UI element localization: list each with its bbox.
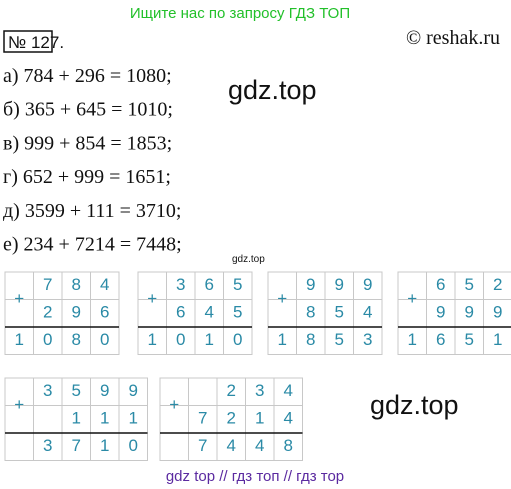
digit: 7 [72,436,81,455]
plus-sign: + [14,289,24,308]
digit: 9 [72,303,81,322]
watermark: gdz.top [228,75,317,105]
digit: 4 [227,436,236,455]
digit: 8 [72,330,81,349]
digit: 2 [227,381,236,400]
digit: 1 [148,330,157,349]
digit: 0 [43,330,52,349]
equation: д) 3599 + 111 = 3710; [3,200,181,222]
digit: 5 [465,330,474,349]
digit: 3 [255,381,264,400]
digit: 3 [176,275,185,294]
digit: 5 [335,330,344,349]
grid-cell [33,405,63,434]
grid-cell [4,432,34,461]
digit: 4 [363,303,372,322]
digit: 1 [493,330,502,349]
digit: 6 [176,303,185,322]
search-hint: Ищите нас по запросу ГДЗ ТОП [130,5,350,22]
digit: 5 [72,381,81,400]
digit: 1 [72,409,81,428]
task-number: № 127. [8,33,64,52]
digit: 7 [198,409,207,428]
watermark: gdz.top [232,254,265,265]
digit: 5 [335,303,344,322]
digit: 8 [284,436,293,455]
digit: 0 [100,330,109,349]
digit: 1 [100,409,109,428]
digit: 9 [436,303,445,322]
digit: 1 [129,409,138,428]
plus-sign: + [169,395,179,414]
digit: 1 [408,330,417,349]
digit: 1 [255,409,264,428]
digit: 4 [205,303,214,322]
digit: 4 [284,409,293,428]
digit: 8 [306,303,315,322]
equation: е) 234 + 7214 = 7448; [3,234,182,256]
digit: 1 [15,330,24,349]
digit: 8 [72,275,81,294]
digit: 0 [233,330,242,349]
digit: 9 [335,275,344,294]
digit: 6 [436,330,445,349]
equation: б) 365 + 645 = 1010; [3,99,173,121]
digit: 8 [306,330,315,349]
digit: 1 [278,330,287,349]
digit: 0 [176,330,185,349]
digit: 7 [43,275,52,294]
digit: 3 [43,436,52,455]
digit: 9 [100,381,109,400]
plus-sign: + [147,289,157,308]
digit: 1 [205,330,214,349]
digit: 9 [363,275,372,294]
digit: 3 [363,330,372,349]
digit: 2 [493,275,502,294]
digit: 9 [129,381,138,400]
digit: 1 [100,436,109,455]
digit: 5 [233,303,242,322]
digit: 9 [493,303,502,322]
digit: 6 [205,275,214,294]
plus-sign: + [14,395,24,414]
plus-sign: + [277,289,287,308]
digit: 6 [100,303,109,322]
number-box [3,30,53,53]
digit: 9 [306,275,315,294]
digit: 4 [255,436,264,455]
grid-cell [188,377,218,406]
equation: г) 652 + 999 = 1651; [3,166,171,188]
digit: 2 [227,409,236,428]
digit: 5 [233,275,242,294]
grid-cell [159,432,189,461]
digit: 5 [465,275,474,294]
footer: gdz top // гдз топ // гдз тор [166,468,344,485]
equation: в) 999 + 854 = 1853; [3,132,172,154]
digit: 4 [100,275,109,294]
copyright: © reshak.ru [406,27,500,49]
plus-sign: + [407,289,417,308]
watermark: gdz.top [370,390,459,420]
digit: 9 [465,303,474,322]
digit: 7 [198,436,207,455]
digit: 4 [284,381,293,400]
equation: а) 784 + 296 = 1080; [3,65,172,87]
digit: 2 [43,303,52,322]
digit: 3 [43,381,52,400]
digit: 6 [436,275,445,294]
digit: 0 [129,436,138,455]
